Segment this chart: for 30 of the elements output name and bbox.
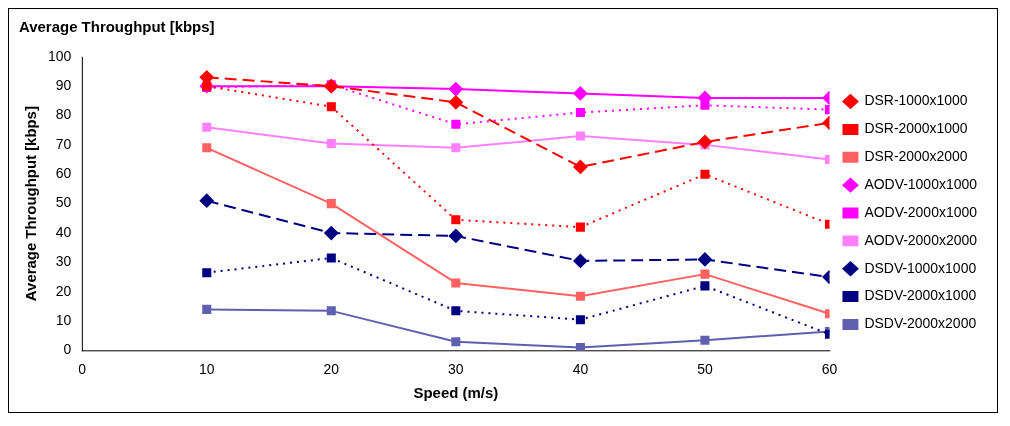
- x-tick-label: 60: [821, 360, 838, 377]
- legend-label: DSR-2000x2000: [864, 148, 968, 165]
- x-tick-label: 50: [697, 360, 713, 377]
- y-tick-label: 40: [55, 223, 72, 240]
- y-tick-label: 80: [55, 106, 72, 123]
- legend-label: AODV-2000x2000: [864, 231, 978, 248]
- x-tick-label: 30: [448, 360, 464, 377]
- legend-label: DSDV-2000x1000: [864, 287, 977, 304]
- x-tick-label: 40: [572, 360, 589, 377]
- y-tick-label: 30: [55, 253, 72, 270]
- legend-label: DSDV-2000x2000: [864, 315, 977, 332]
- legend-label: DSR-2000x1000: [864, 120, 968, 137]
- y-tick-label: 100: [47, 47, 72, 64]
- x-tick-label: 10: [198, 360, 215, 377]
- y-axis-title: Average Throughput [kbps]: [22, 106, 40, 302]
- y-tick-label: 60: [55, 165, 72, 182]
- chart-title: Average Throughput [kbps]: [18, 18, 215, 36]
- legend-label: AODV-1000x1000: [864, 175, 978, 192]
- y-tick-label: 70: [55, 135, 72, 152]
- legend-label: DSDV-1000x1000: [864, 259, 977, 276]
- y-tick-label: 0: [63, 341, 72, 358]
- x-axis-title: Speed (m/s): [413, 384, 499, 402]
- y-tick-label: 20: [55, 282, 72, 299]
- y-tick-label: 50: [55, 194, 72, 211]
- y-tick-label: 10: [55, 311, 72, 328]
- x-tick-label: 0: [78, 360, 87, 377]
- y-tick-label: 90: [55, 77, 72, 93]
- legend-label: AODV-2000x1000: [864, 203, 978, 220]
- legend-label: DSR-1000x1000: [864, 92, 968, 109]
- x-tick-label: 20: [323, 360, 340, 377]
